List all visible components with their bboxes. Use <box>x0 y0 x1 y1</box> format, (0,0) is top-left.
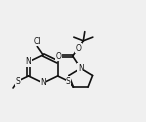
Text: Cl: Cl <box>33 37 41 46</box>
Text: S: S <box>66 77 71 86</box>
Text: N: N <box>26 57 31 66</box>
Text: N: N <box>40 78 46 87</box>
Text: S: S <box>15 77 20 86</box>
Text: O: O <box>56 52 61 61</box>
Text: O: O <box>75 44 81 53</box>
Text: N: N <box>78 64 84 73</box>
